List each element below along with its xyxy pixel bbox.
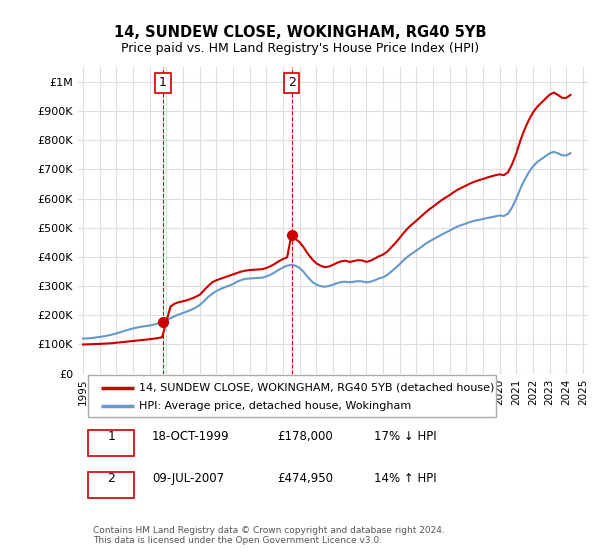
Text: 2: 2 [288,76,296,90]
Text: 17% ↓ HPI: 17% ↓ HPI [374,430,436,443]
Text: 1: 1 [107,430,115,443]
Text: 14% ↑ HPI: 14% ↑ HPI [374,472,436,486]
FancyBboxPatch shape [88,430,134,456]
Text: 14, SUNDEW CLOSE, WOKINGHAM, RG40 5YB: 14, SUNDEW CLOSE, WOKINGHAM, RG40 5YB [114,25,486,40]
Text: 09-JUL-2007: 09-JUL-2007 [152,472,224,486]
Text: £474,950: £474,950 [277,472,333,486]
Text: £178,000: £178,000 [277,430,332,443]
Text: 2: 2 [107,472,115,486]
FancyBboxPatch shape [88,472,134,498]
Text: 1: 1 [159,76,167,90]
Text: Contains HM Land Registry data © Crown copyright and database right 2024.
This d: Contains HM Land Registry data © Crown c… [94,526,445,545]
Text: HPI: Average price, detached house, Wokingham: HPI: Average price, detached house, Woki… [139,401,412,411]
Text: 14, SUNDEW CLOSE, WOKINGHAM, RG40 5YB (detached house): 14, SUNDEW CLOSE, WOKINGHAM, RG40 5YB (d… [139,382,494,393]
Text: Price paid vs. HM Land Registry's House Price Index (HPI): Price paid vs. HM Land Registry's House … [121,42,479,55]
Text: 18-OCT-1999: 18-OCT-1999 [152,430,230,443]
FancyBboxPatch shape [88,375,496,417]
